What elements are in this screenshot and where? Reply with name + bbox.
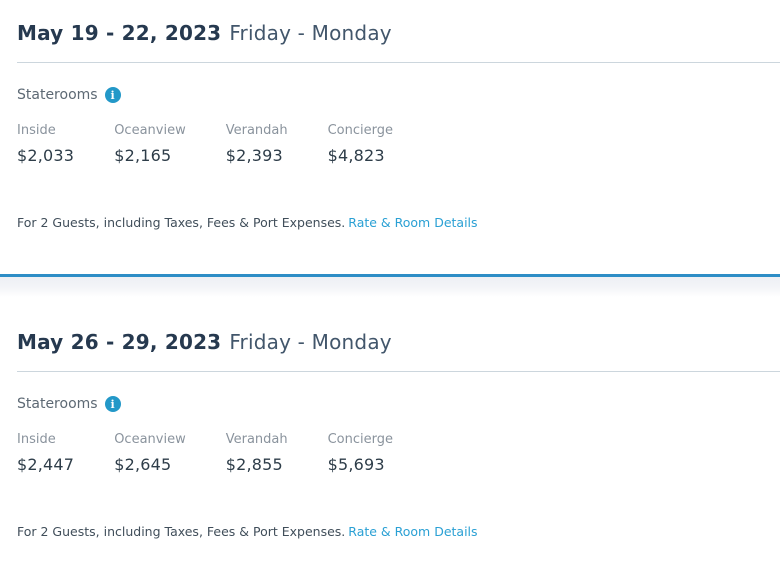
category-label: Oceanview [114,432,186,447]
info-icon[interactable]: i [104,87,121,103]
cruise-date-card: May 19 - 22, 2023 Friday - Monday Statero… [0,0,780,274]
category-label: Inside [17,432,56,447]
category-price: $2,165 [114,146,172,165]
category-label: Inside [17,123,56,138]
pricing-disclaimer: For 2 Guests, including Taxes, Fees & Po… [17,525,780,539]
stateroom-category-concierge: Concierge $4,823 [328,123,393,166]
stateroom-category-oceanview: Oceanview $2,165 [114,123,186,166]
category-price: $2,033 [17,146,75,165]
stateroom-category-oceanview: Oceanview $2,645 [114,432,186,475]
date-range-title: May 19 - 22, 2023 Friday - Monday [17,21,780,45]
title-divider [17,62,780,63]
date-range-text: May 26 - 29, 2023 [17,330,222,354]
category-price: $2,645 [114,455,172,474]
stateroom-category-inside: Inside $2,447 [17,432,74,475]
staterooms-header: Staterooms i [17,86,780,104]
pricing-disclaimer: For 2 Guests, including Taxes, Fees & Po… [17,216,780,230]
category-price: $2,393 [225,146,283,165]
rate-room-details-link[interactable]: Rate & Room Details [348,215,478,230]
category-price: $4,823 [327,146,385,165]
weekday-range: Friday - Monday [229,330,392,354]
category-label: Verandah [225,432,288,447]
date-range-title: May 26 - 29, 2023 Friday - Monday [17,330,780,354]
stateroom-category-verandah: Verandah $2,393 [226,123,288,166]
stateroom-category-row: Inside $2,033 Oceanview $2,165 Verandah … [17,123,780,166]
stateroom-category-inside: Inside $2,033 [17,123,74,166]
stateroom-category-verandah: Verandah $2,855 [226,432,288,475]
stateroom-category-concierge: Concierge $5,693 [328,432,393,475]
category-price: $5,693 [327,455,385,474]
cruise-date-card: May 26 - 29, 2023 Friday - Monday Statero… [0,297,780,539]
category-price: $2,855 [225,455,283,474]
title-divider [17,371,780,372]
staterooms-label: Staterooms [17,87,98,103]
category-price: $2,447 [17,455,75,474]
category-label: Concierge [327,123,394,138]
weekday-range: Friday - Monday [229,21,392,45]
info-icon[interactable]: i [104,396,121,412]
disclaimer-text: For 2 Guests, including Taxes, Fees & Po… [17,215,346,230]
date-range-text: May 19 - 22, 2023 [17,21,222,45]
category-label: Concierge [327,432,394,447]
category-label: Oceanview [114,123,186,138]
staterooms-header: Staterooms i [17,395,780,413]
disclaimer-text: For 2 Guests, including Taxes, Fees & Po… [17,524,346,539]
category-label: Verandah [225,123,288,138]
stateroom-category-row: Inside $2,447 Oceanview $2,645 Verandah … [17,432,780,475]
rate-room-details-link[interactable]: Rate & Room Details [348,524,478,539]
section-divider [0,274,780,297]
staterooms-label: Staterooms [17,396,98,412]
